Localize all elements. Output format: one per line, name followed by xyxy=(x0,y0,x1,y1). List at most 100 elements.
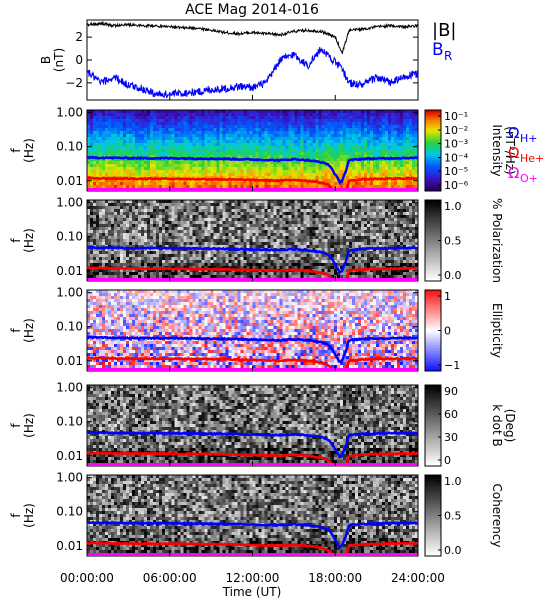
heat-cell xyxy=(327,128,332,132)
heat-cell xyxy=(162,128,166,132)
heat-cell xyxy=(261,152,266,156)
heat-cell xyxy=(210,182,214,186)
heat-cell xyxy=(96,185,100,189)
heat-cell xyxy=(132,122,136,126)
heat-cell xyxy=(186,155,190,159)
heat-cell xyxy=(150,167,154,171)
heat-cell xyxy=(117,131,121,135)
heat-cell xyxy=(201,179,205,183)
heat-cell xyxy=(153,113,157,117)
heat-cell xyxy=(156,185,160,189)
heat-cell xyxy=(90,161,94,165)
heat-cell xyxy=(186,116,190,120)
heat-cell xyxy=(105,125,109,129)
heat-cell xyxy=(219,182,224,186)
heat-cell xyxy=(228,179,233,183)
heat-cell xyxy=(183,185,187,189)
heat-cell xyxy=(102,116,106,120)
heat-cell xyxy=(96,116,100,120)
heat-cell xyxy=(282,170,287,174)
heat-cell xyxy=(300,110,305,114)
heat-cell xyxy=(93,110,97,114)
heat-cell xyxy=(291,122,296,126)
heat-cell xyxy=(309,176,314,180)
heat-cell xyxy=(258,143,263,147)
heat-cell xyxy=(225,170,230,174)
heat-cell xyxy=(219,134,224,138)
heat-cell xyxy=(246,155,251,159)
heat-cell xyxy=(300,125,305,129)
heat-cell xyxy=(111,173,115,177)
heat-cell xyxy=(195,119,199,123)
heat-cell xyxy=(123,146,127,150)
heat-cell xyxy=(174,158,178,162)
heat-cell xyxy=(102,143,106,147)
heat-cell xyxy=(240,122,245,126)
heat-cell xyxy=(246,176,251,180)
heat-cell xyxy=(93,179,97,183)
heat-cell xyxy=(105,170,109,174)
heat-cell xyxy=(141,164,145,168)
heat-cell xyxy=(279,155,284,159)
heat-cell xyxy=(318,173,323,177)
heat-cell xyxy=(315,158,320,162)
heat-cell xyxy=(159,125,163,129)
heat-cell xyxy=(246,116,251,120)
heat-cell xyxy=(132,152,136,156)
heat-cell xyxy=(195,173,199,177)
heat-cell xyxy=(192,140,196,144)
heat-cell xyxy=(138,143,142,147)
heat-cell xyxy=(267,155,272,159)
heat-cell xyxy=(243,149,248,153)
heat-cell xyxy=(288,128,293,132)
heat-cell xyxy=(132,140,136,144)
heat-cell xyxy=(228,110,233,114)
heat-cell xyxy=(99,146,103,150)
heat-cell xyxy=(252,131,257,135)
heat-cell xyxy=(273,161,278,165)
heat-cell xyxy=(219,170,224,174)
heat-cell xyxy=(171,146,175,150)
heat-cell xyxy=(225,116,230,120)
heat-cell xyxy=(192,182,196,186)
heat-cell xyxy=(288,119,293,123)
heat-cell xyxy=(180,164,184,168)
heat-cell xyxy=(237,110,242,114)
heat-cell xyxy=(237,161,242,165)
heat-cell xyxy=(321,167,326,171)
heat-cell xyxy=(318,152,323,156)
heat-cell xyxy=(249,140,254,144)
heat-cell xyxy=(276,146,281,150)
heat-cell xyxy=(207,110,211,114)
heat-cell xyxy=(315,140,320,144)
heat-cell xyxy=(276,137,281,141)
heat-cell xyxy=(159,149,163,153)
heat-cell xyxy=(168,122,172,126)
heat-cell xyxy=(174,119,178,123)
heat-cell xyxy=(99,152,103,156)
heat-cell xyxy=(225,128,230,132)
heat-cell xyxy=(222,170,227,174)
heat-cell xyxy=(210,146,214,150)
heat-cell xyxy=(318,170,323,174)
heat-cell xyxy=(156,134,160,138)
heat-cell xyxy=(195,128,199,132)
heat-cell xyxy=(177,137,181,141)
heat-cell xyxy=(279,173,284,177)
heat-cell xyxy=(108,137,112,141)
heat-cell xyxy=(225,146,230,150)
heat-cell xyxy=(192,110,196,114)
heat-cell xyxy=(255,119,260,123)
heat-cell xyxy=(234,185,239,189)
heat-cell xyxy=(87,146,91,150)
heat-cell xyxy=(219,119,224,123)
heat-cell xyxy=(261,119,266,123)
heat-cell xyxy=(321,146,326,150)
heat-cell xyxy=(315,152,320,156)
heat-cell xyxy=(255,140,260,144)
heat-cell xyxy=(135,167,139,171)
heat-cell xyxy=(294,170,299,174)
heat-cell xyxy=(321,122,326,126)
heat-cell xyxy=(210,122,214,126)
heat-cell xyxy=(249,167,254,171)
